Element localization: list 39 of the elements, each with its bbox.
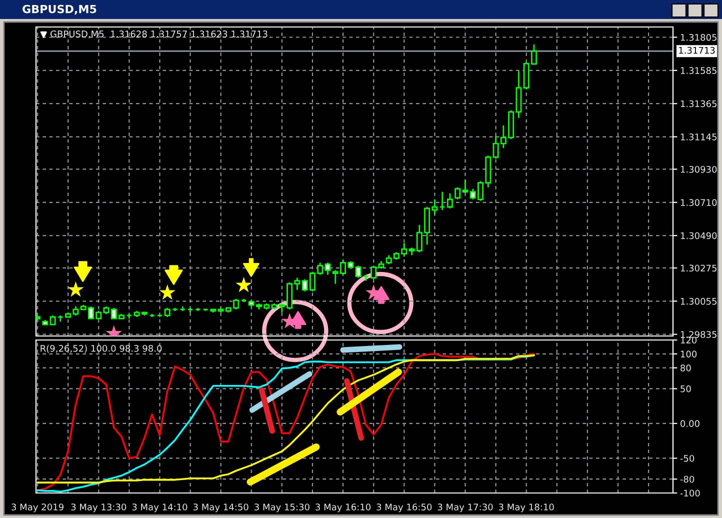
candlestick (454, 186, 461, 200)
x-tick-label: 3 May 13:30 (71, 504, 126, 512)
x-tick-label: 3 May 14:50 (193, 504, 248, 512)
y-tick-label: 120 (680, 336, 697, 344)
chart-title: GBPUSD,M5 (22, 4, 96, 15)
candlestick (50, 314, 56, 326)
y-tick-label: 1.31145 (680, 134, 716, 140)
x-tick-label: 3 May 15:30 (254, 504, 310, 512)
candlestick (164, 307, 170, 318)
x-tick-label: 3 May 2019 (12, 504, 64, 512)
y-tick-label: 1.30490 (680, 232, 717, 240)
candlestick (324, 262, 331, 276)
x-tick-label: 3 May 16:50 (376, 504, 432, 512)
y-tick-label: -80 (680, 476, 694, 483)
y-tick-label: 1.31585 (680, 67, 716, 74)
y-tick-label: -100 (680, 490, 700, 497)
y-tick-label: -50 (680, 454, 694, 462)
candlestick (446, 192, 453, 210)
chart-title: R(9,26,52) 100.0 98.3 98.0 (40, 344, 162, 353)
ref-line-label: 1.31713 (679, 46, 715, 54)
y-tick-label: 80 (680, 364, 691, 372)
y-tick-label: 1.31365 (680, 100, 716, 108)
y-tick-label: 1.30930 (680, 166, 717, 173)
y-tick-label: 1.29835 (680, 331, 716, 338)
chart-subtitle: GBPUSD,M5 1.31628 1.31757 1.31623 1.31713 (50, 30, 268, 38)
y-tick-label: 100 (680, 350, 697, 358)
candlestick (439, 191, 446, 211)
candlestick (462, 179, 468, 194)
y-tick-label: 1.30055 (680, 298, 716, 305)
y-tick-label: 1.31805 (680, 34, 716, 41)
candlestick (355, 265, 362, 278)
x-tick-label: 3 May 18:10 (498, 504, 554, 512)
y-tick-label: 1.30275 (680, 264, 716, 272)
y-tick-label: 1.30710 (680, 199, 717, 206)
x-tick-label: 3 May 17:30 (438, 504, 493, 512)
y-tick-label: 50 (680, 385, 691, 392)
y-tick-label: 0.00 (680, 420, 700, 428)
x-tick-label: 3 May 16:10 (316, 504, 371, 512)
x-tick-label: 3 May 14:10 (132, 504, 188, 512)
